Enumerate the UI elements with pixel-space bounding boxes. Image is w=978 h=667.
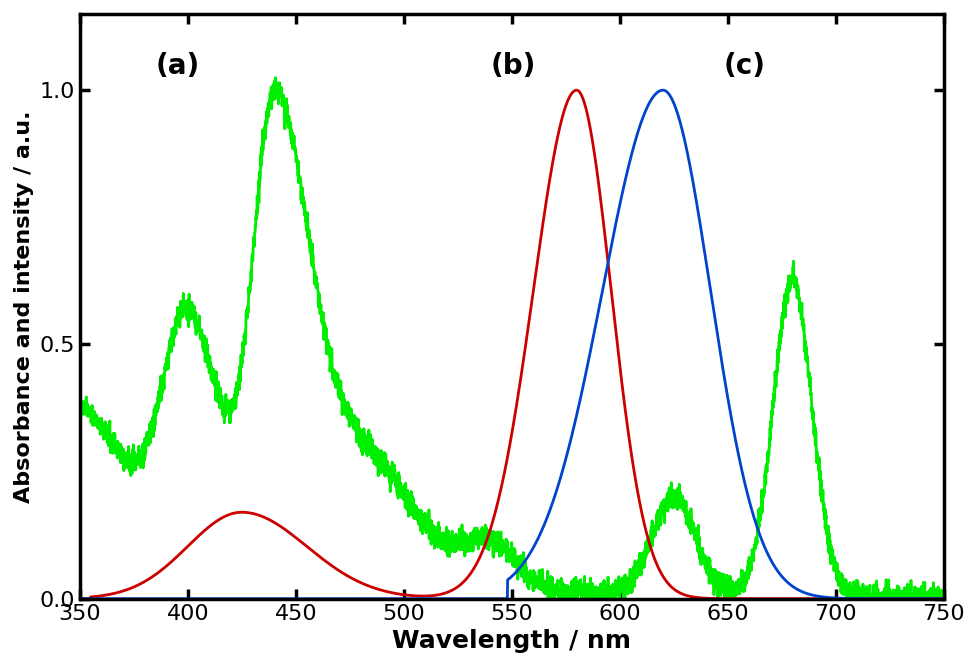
Text: (a): (a) xyxy=(156,52,200,80)
Y-axis label: Absorbance and intensity / a.u.: Absorbance and intensity / a.u. xyxy=(14,110,34,502)
Text: (b): (b) xyxy=(490,52,535,80)
Text: (c): (c) xyxy=(723,52,765,80)
X-axis label: Wavelength / nm: Wavelength / nm xyxy=(392,629,631,653)
